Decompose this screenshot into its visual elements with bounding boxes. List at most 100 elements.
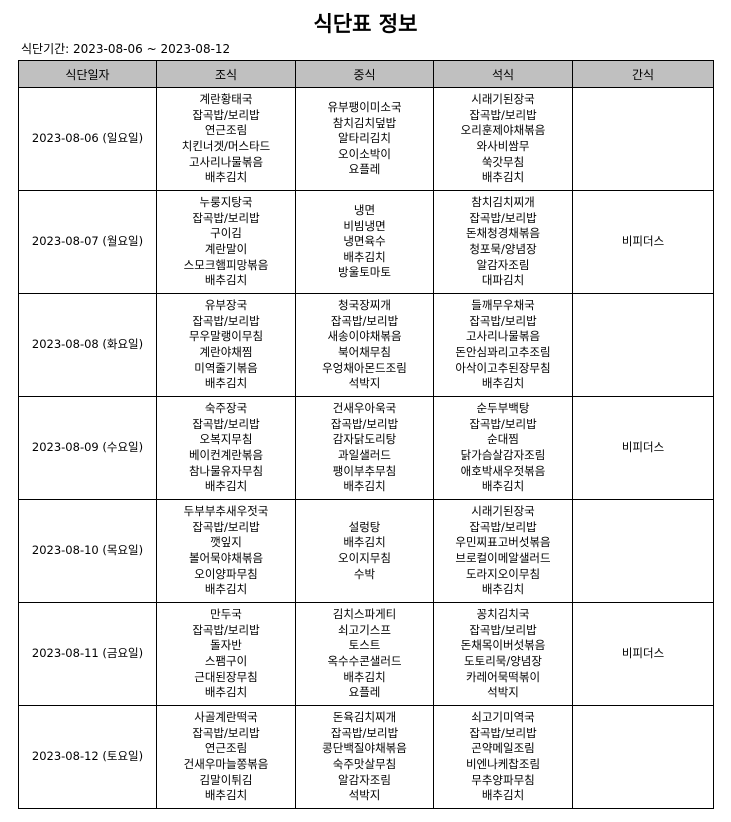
menu-item: 잡곡밥/보리밥	[469, 519, 537, 534]
menu-item: 배추김치	[343, 479, 386, 494]
menu-item: 배추김치	[481, 479, 525, 494]
date-cell: 2023-08-07 (월요일)	[18, 190, 157, 294]
menu-item: 배추김치	[481, 170, 525, 185]
menu-item: 김말이튀김	[199, 772, 253, 787]
menu-item: 토스트	[348, 638, 381, 653]
table-row: 2023-08-11 (금요일) 만두국 잡곡밥/보리밥 돌자반 스팸구이 근대된장무침 배…	[18, 602, 714, 706]
dinner-cell: 시래기된장국 잡곡밥/보리밥 오리훈제야채볶음 와사비쌈무 쑥갓무침 배추김치	[433, 87, 573, 191]
menu-item: 순대찜	[487, 432, 519, 447]
snack-cell	[572, 499, 714, 603]
lunch-cell: 돈육김치찌개 잡곡밥/보리밥 콩단백질야채볶음 숙주맛살무침 알감자조림 석박지	[295, 705, 434, 809]
menu-item: 만두국	[210, 607, 242, 622]
menu-item: 우민찌표고버섯볶음	[455, 535, 551, 550]
date-cell: 2023-08-06 (일요일)	[18, 87, 157, 191]
dinner-cell: 참치김치찌개 잡곡밥/보리밥 돈채청경채볶음 청포묵/양념장 알감자조림 대파김치	[433, 190, 573, 294]
menu-item: 치킨너겟/머스타드	[181, 139, 271, 153]
menu-item: 오이양파무침	[194, 566, 258, 581]
menu-item: 배추김치	[204, 582, 248, 597]
menu-item: 배추김치	[204, 273, 248, 288]
menu-item: 잡곡밥/보리밥	[469, 622, 537, 637]
menu-item: 비피더스	[621, 440, 665, 455]
menu-item: 팽이부추무침	[332, 463, 397, 478]
menu-item: 베이컨계란볶음	[188, 448, 264, 462]
menu-item: 비피더스	[621, 646, 665, 661]
menu-item: 돈채목이버섯볶음	[460, 638, 546, 653]
menu-item: 알타리김치	[338, 131, 391, 146]
menu-item: 배추김치	[343, 249, 386, 264]
menu-item: 알감자조림	[476, 257, 530, 272]
menu-item: 비엔나케찹조림	[465, 757, 541, 771]
menu-item: 잡곡밥/보리밥	[469, 210, 537, 225]
dinner-cell: 순두부백탕 잡곡밥/보리밥 순대찜 닭가슴살감자조림 애호박새우젓볶음 배추김치	[433, 396, 573, 500]
table-row: 2023-08-07 (월요일) 누룽지탕국 잡곡밥/보리밥 구이김 계란말이 스모크햄피…	[18, 190, 714, 294]
menu-item: 스모크햄피망볶음	[183, 257, 269, 272]
menu-item: 잡곡밥/보리밥	[192, 416, 260, 431]
menu-item: 배추김치	[204, 479, 248, 494]
lunch-cell: 청국장찌개 잡곡밥/보리밥 새송이야채볶음 북어채무침 우엉채아몬드조림 석박지	[295, 293, 434, 397]
menu-item: 석박지	[348, 376, 381, 391]
snack-cell	[572, 293, 714, 397]
menu-item: 잡곡밥/보리밥	[192, 725, 260, 740]
date-cell: 2023-08-10 (목요일)	[18, 499, 157, 603]
breakfast-cell: 두부부추새우젓국 잡곡밥/보리밥 깻잎지 볼어묵야채볶음 오이양파무침 배추김치	[156, 499, 296, 603]
menu-item: 계란말이	[204, 242, 248, 256]
menu-item: 쇠고기스프	[338, 622, 391, 637]
menu-item: 건새우마늘쫑볶음	[183, 757, 269, 771]
meal-table: 식단일자 조식 중식 석식 간식 2023-08-06 (일요일) 계란황태국 잡곡…	[18, 60, 714, 809]
menu-item: 잡곡밥/보리밥	[192, 519, 260, 534]
menu-item: 오리훈제야채볶음	[460, 123, 546, 138]
table-row: 2023-08-12 (토요일) 사골계란떡국 잡곡밥/보리밥 연근조림 건새우마늘쫑볶…	[18, 705, 714, 809]
menu-item: 잡곡밥/보리밥	[469, 416, 537, 431]
snack-cell	[572, 705, 714, 809]
menu-item: 무우말랭이무침	[188, 329, 264, 344]
menu-item: 옥수수콘샐러드	[327, 654, 402, 668]
menu-item: 배추김치	[204, 685, 248, 700]
menu-item: 애호박새우젓볶음	[460, 463, 546, 478]
table-row: 2023-08-10 (목요일) 두부부추새우젓국 잡곡밥/보리밥 깻잎지 볼어묵야채볶…	[18, 499, 714, 603]
menu-item: 잡곡밥/보리밥	[330, 313, 399, 328]
menu-item: 두부부추새우젓국	[183, 504, 269, 519]
menu-item: 잡곡밥/보리밥	[192, 313, 260, 328]
date-cell: 2023-08-12 (토요일)	[18, 705, 157, 809]
menu-item: 돈육김치찌개	[332, 710, 397, 725]
table-body: 2023-08-06 (일요일) 계란황태국 잡곡밥/보리밥 연근조림 치킨너겟/머스타…	[18, 87, 714, 809]
header-breakfast: 조식	[156, 60, 296, 88]
menu-item: 배추김치	[204, 376, 248, 391]
menu-item: 시래기된장국	[471, 504, 535, 519]
menu-item: 요플레	[348, 685, 381, 700]
menu-item: 잡곡밥/보리밥	[469, 725, 537, 740]
menu-item: 김치스파게티	[332, 607, 397, 622]
menu-item: 유부팽이미소국	[327, 100, 402, 115]
snack-cell: 비피더스	[572, 602, 714, 706]
menu-item: 아삭이고추된장무침	[455, 360, 551, 375]
menu-item: 배추김치	[481, 582, 525, 597]
date-cell: 2023-08-11 (금요일)	[18, 602, 157, 706]
dinner-cell: 시래기된장국 잡곡밥/보리밥 우민찌표고버섯볶음 브로컬이메알샐러드 도라지오이무침 배추…	[433, 499, 573, 603]
menu-item: 냉면	[353, 203, 376, 218]
menu-item: 새송이야채볶음	[327, 329, 402, 344]
menu-item: 잡곡밥/보리밥	[330, 416, 399, 431]
header-dinner: 석식	[433, 60, 573, 88]
menu-item: 참나물유자무침	[188, 463, 264, 478]
menu-item: 잡곡밥/보리밥	[330, 725, 399, 740]
menu-item: 돈안심꽈리고추조림	[455, 345, 551, 359]
snack-cell	[572, 87, 714, 191]
menu-item: 와사비쌈무	[476, 139, 530, 153]
menu-item: 배추김치	[343, 535, 386, 550]
date-cell: 2023-08-08 (화요일)	[18, 293, 157, 397]
menu-item: 고사리나물볶음	[188, 154, 264, 169]
menu-item: 사골계란떡국	[194, 710, 258, 725]
menu-item: 돈채청경채볶음	[465, 226, 541, 241]
menu-item: 배추김치	[481, 788, 525, 803]
menu-item: 꽁치김치국	[476, 607, 530, 622]
menu-item: 과일샐러드	[338, 448, 391, 462]
header-lunch: 중식	[295, 60, 434, 88]
menu-item: 계란야채찜	[199, 345, 253, 359]
lunch-cell: 건새우아욱국 잡곡밥/보리밥 감자닭도리탕 과일샐러드 팽이부추무침 배추김치	[295, 396, 434, 500]
meal-period: 식단기간: 2023-08-06 ~ 2023-08-12	[21, 42, 231, 56]
menu-item: 비빔냉면	[343, 218, 386, 233]
date-cell: 2023-08-09 (수요일)	[18, 396, 157, 500]
menu-item: 배추김치	[481, 376, 525, 391]
table-row: 2023-08-08 (화요일) 유부장국 잡곡밥/보리밥 무우말랭이무침 계란야채찜 미…	[18, 293, 714, 397]
menu-item: 유부장국	[204, 298, 248, 313]
